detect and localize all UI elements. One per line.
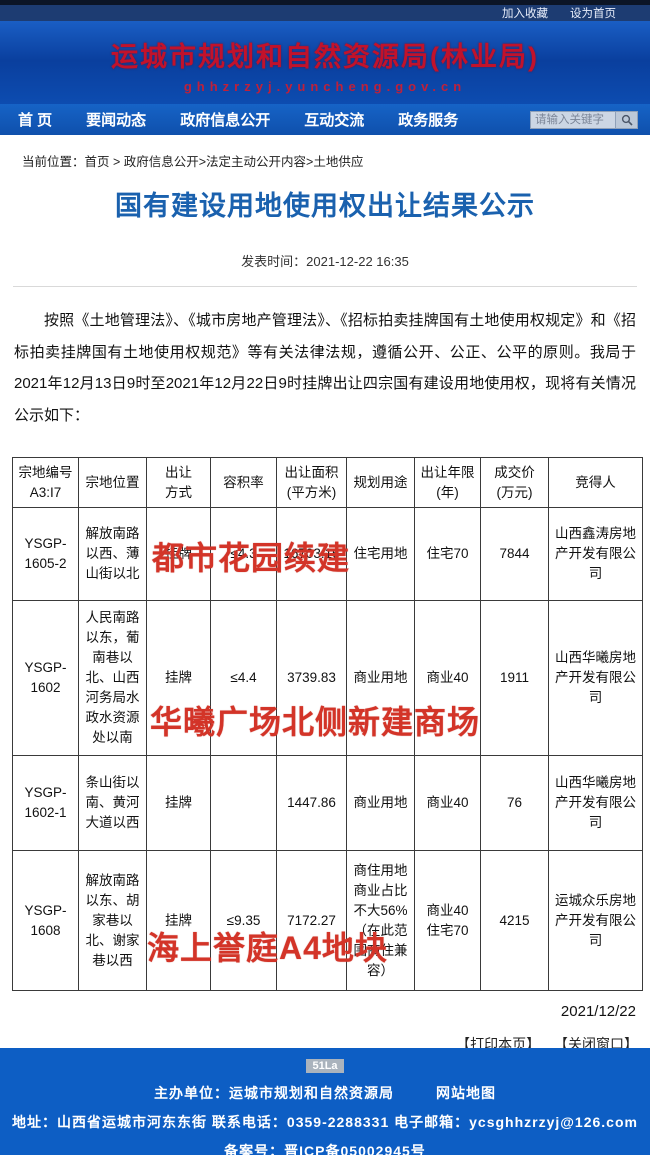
table-row: YSGP- 1605-2 解放南路以西、薄山街以北 挂牌 ≤4.3 16703.… <box>12 507 643 601</box>
search-input[interactable] <box>530 110 616 129</box>
cell-use: 住宅用地 <box>346 507 415 601</box>
cell-price: 1911 <box>480 600 549 756</box>
search-box <box>530 110 638 129</box>
cell-winner: 运城众乐房地产开发有限公司 <box>548 850 643 991</box>
land-transfer-table: 宗地编号 A3:I7 宗地位置 出让 方式 容积率 出让面积 (平方米) 规划用… <box>12 457 643 991</box>
site-url: ghhzrzyj.yuncheng.gov.cn <box>183 79 467 94</box>
cell-term: 商业40 住宅70 <box>414 850 481 991</box>
top-strip <box>0 0 650 5</box>
add-favorite-link[interactable]: 加入收藏 <box>502 8 548 20</box>
cell-area: 7172.27 <box>276 850 347 991</box>
table-row: YSGP- 1602 人民南路以东，葡南巷以北、山西河务局水政水资源处以南 挂牌… <box>12 600 643 756</box>
table-row: YSGP- 1608 解放南路以东、胡家巷以北、谢家巷以西 挂牌 ≤9.35 7… <box>12 850 643 991</box>
cell-parcel-id: YSGP- 1605-2 <box>12 507 79 601</box>
col-header-location: 宗地位置 <box>78 457 147 508</box>
cell-method: 挂牌 <box>146 507 211 601</box>
51la-stat-badge[interactable]: 51La <box>306 1059 344 1073</box>
cell-area: 1447.86 <box>276 755 347 851</box>
col-header-parcel-id: 宗地编号 A3:I7 <box>12 457 79 508</box>
cell-plot-ratio: ≤4.4 <box>210 600 277 756</box>
utility-bar: 加入收藏 设为首页 <box>0 5 650 21</box>
cell-parcel-id: YSGP- 1602 <box>12 600 79 756</box>
table-row: YSGP- 1602-1 条山街以南、黄河大道以西 挂牌 1447.86 商业用… <box>12 755 643 851</box>
cell-location: 人民南路以东，葡南巷以北、山西河务局水政水资源处以南 <box>78 600 147 756</box>
nav-item-home[interactable]: 首 页 <box>18 112 53 129</box>
red-annotation-haishang-yuting: 海上誉庭A4地块 <box>147 930 388 966</box>
cell-winner: 山西鑫涛房地产开发有限公司 <box>548 507 643 601</box>
cell-location: 条山街以南、黄河大道以西 <box>78 755 147 851</box>
col-header-price: 成交价 (万元) <box>480 457 549 508</box>
cell-method: 挂牌 <box>146 600 211 756</box>
cell-winner: 山西华曦房地产开发有限公司 <box>548 600 643 756</box>
cell-price: 4215 <box>480 850 549 991</box>
red-annotation-huaxi-plaza: 华曦广场北侧新建商场 <box>150 704 481 740</box>
footer-organizer-line: 主办单位：运城市规划和自然资源局 网站地图 <box>0 1083 650 1103</box>
red-annotation-dushi-huayuan: 都市花园续建 <box>152 540 351 576</box>
footer: 51La 主办单位：运城市规划和自然资源局 网站地图 地址：山西省运城市河东东街 … <box>0 1048 650 1155</box>
col-header-winner: 竞得人 <box>548 457 643 508</box>
sitemap-link[interactable]: 网站地图 <box>436 1085 496 1101</box>
footer-icp-line: 备案号：晋ICP备05002945号 <box>224 1143 426 1155</box>
cell-use: 商业用地 <box>346 755 415 851</box>
nav-item-gov-info[interactable]: 政府信息公开 <box>180 112 271 129</box>
publish-time: 发表时间：2021-12-22 16:35 <box>13 237 637 287</box>
cell-area: 16703.16 <box>276 507 347 601</box>
cell-location: 解放南路以东、胡家巷以北、谢家巷以西 <box>78 850 147 991</box>
nav-items: 首 页 要闻动态 政府信息公开 互动交流 政务服务 <box>18 109 458 130</box>
col-header-method: 出让 方式 <box>146 457 211 508</box>
nav-item-news[interactable]: 要闻动态 <box>86 112 147 129</box>
col-header-term: 出让年限 (年) <box>414 457 481 508</box>
nav-item-interaction[interactable]: 互动交流 <box>304 112 365 129</box>
cell-parcel-id: YSGP- 1608 <box>12 850 79 991</box>
main-nav: 首 页 要闻动态 政府信息公开 互动交流 政务服务 <box>0 104 650 135</box>
site-name: 运城市规划和自然资源局(林业局) <box>111 42 539 72</box>
cell-method: 挂牌 <box>146 850 211 991</box>
col-header-area: 出让面积 (平方米) <box>276 457 347 508</box>
footer-contact-line: 地址：山西省运城市河东东街 联系电话：0359-2288331 电子邮箱：ycs… <box>12 1114 638 1130</box>
cell-price: 76 <box>480 755 549 851</box>
nav-item-services[interactable]: 政务服务 <box>398 112 459 129</box>
cell-term: 住宅70 <box>414 507 481 601</box>
col-header-use: 规划用途 <box>346 457 415 508</box>
page-title: 国有建设用地使用权出让结果公示 <box>115 191 535 221</box>
breadcrumb[interactable]: 当前位置：首页 > 政府信息公开>法定主动公开内容>土地供应 <box>22 155 364 169</box>
cell-method: 挂牌 <box>146 755 211 851</box>
search-button[interactable] <box>616 110 638 129</box>
set-homepage-link[interactable]: 设为首页 <box>570 8 616 20</box>
cell-plot-ratio <box>210 755 277 851</box>
cell-term: 商业40 <box>414 755 481 851</box>
organizer-text: 主办单位：运城市规划和自然资源局 <box>154 1085 394 1101</box>
cell-parcel-id: YSGP- 1602-1 <box>12 755 79 851</box>
cell-plot-ratio: ≤9.35 <box>210 850 277 991</box>
cell-location: 解放南路以西、薄山街以北 <box>78 507 147 601</box>
cell-plot-ratio: ≤4.3 <box>210 507 277 601</box>
site-banner: 运城市规划和自然资源局(林业局) ghhzrzyj.yuncheng.gov.c… <box>0 21 650 104</box>
cell-winner: 山西华曦房地产开发有限公司 <box>548 755 643 851</box>
document-date: 2021/12/22 <box>560 1003 636 1020</box>
table-header-row: 宗地编号 A3:I7 宗地位置 出让 方式 容积率 出让面积 (平方米) 规划用… <box>12 457 643 508</box>
search-icon <box>621 114 633 126</box>
cell-use: 商住用地商业占比不大56%（在此范围商住兼容） <box>346 850 415 991</box>
cell-price: 7844 <box>480 507 549 601</box>
col-header-plot-ratio: 容积率 <box>210 457 277 508</box>
article-body: 按照《土地管理法》、《城市房地产管理法》、《招标拍卖挂牌国有土地使用权规定》和《… <box>14 312 636 424</box>
cell-use: 商业用地 <box>346 600 415 756</box>
